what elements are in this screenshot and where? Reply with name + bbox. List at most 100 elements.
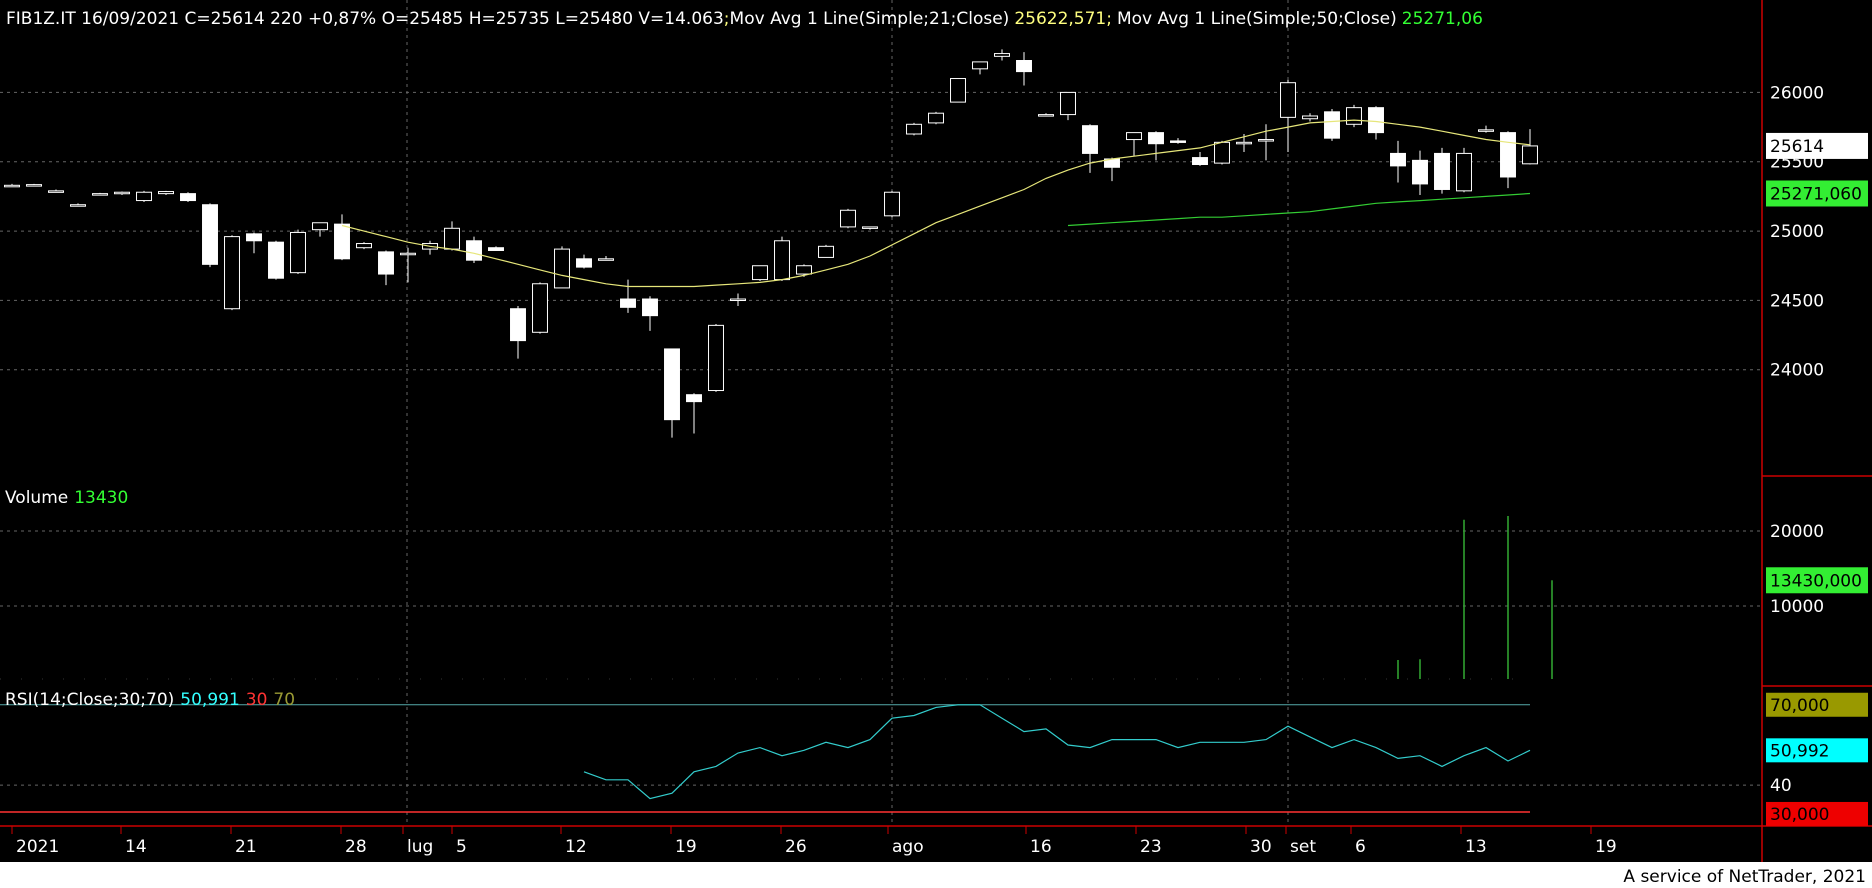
x-tick-label: 2021 [16,837,59,857]
candle-up [26,184,42,187]
candle-up [290,231,306,274]
rsi-current-tag-bg [1766,738,1868,763]
candle-down [1368,107,1384,134]
candle-up [312,222,328,231]
x-tick-label: 19 [675,837,697,857]
candle-up [730,298,746,302]
candle-down [1082,125,1098,154]
candle-down [664,348,680,421]
candle-up [136,191,152,202]
rsi-current-tag: 50,992 [1770,741,1829,761]
candle-down [686,394,702,403]
x-tick-label: 23 [1140,837,1162,857]
candle-up [708,324,724,392]
candle-up [1522,145,1538,165]
candle-up [1280,82,1296,118]
candle-down [1170,140,1186,143]
ma50-line [1067,192,1531,227]
volume-panel [1397,516,1553,679]
candle-up [70,204,86,207]
candle-down [180,193,196,202]
last-price-tag: 25614 [1770,137,1824,157]
candle-up [840,209,856,228]
candle-down [620,298,636,308]
candle-down [1434,152,1450,190]
candle-up [598,258,614,261]
candle-up [4,184,20,188]
candle-down [510,308,526,342]
price-tick-label: 26000 [1770,83,1824,103]
candle-down [1324,111,1340,139]
rsi-line [583,704,1531,800]
candle-up [1038,114,1054,117]
candle-up [400,252,416,256]
x-tick-label: 19 [1595,837,1617,857]
candle-down [1500,132,1516,178]
candle-up [862,226,878,229]
candle-down [1016,60,1032,73]
candle-up [1060,91,1076,116]
rsi-tick-label: 40 [1770,776,1792,796]
candle-up [1302,115,1318,120]
candle-up [1236,141,1252,145]
candle-down [202,204,218,265]
candle-up [774,240,790,281]
candle-down [268,241,284,279]
x-tick-label: 6 [1355,837,1366,857]
rsi-header: RSI(14;Close;30;70) 50,991 30 70 [5,690,295,710]
candle-down [1390,152,1406,167]
candle-up [114,191,130,195]
axis-labels: 24000245002500025500260002561425271,0601… [11,83,1868,857]
candle-down [378,251,394,275]
candle-down [334,223,350,260]
candle-down [642,298,658,317]
candle-up [796,265,812,275]
price-tick-label: 24500 [1770,291,1824,311]
x-tick-label: lug [407,837,433,857]
candle-up [224,236,240,310]
x-tick-label: 12 [565,837,587,857]
candle-up [1214,141,1230,164]
x-tick-label: ago [892,837,924,857]
candle-up [906,123,922,135]
x-tick-label: 16 [1030,837,1052,857]
x-tick-label: 26 [785,837,807,857]
candle-down [466,240,482,261]
candle-up [158,191,174,195]
volume-tick-label: 10000 [1770,597,1824,617]
candle-up [554,248,570,289]
x-tick-label: 21 [235,837,257,857]
candle-up [994,53,1010,57]
candle-down [246,233,262,242]
volume-tag: 13430,000 [1770,571,1862,591]
x-tick-label: 28 [345,837,367,857]
candle-up [1346,107,1362,125]
candle-up [950,78,966,103]
ma21-line [341,119,1531,288]
candle-up [1456,152,1472,192]
candle-up [1478,129,1494,132]
candle-up [92,193,108,196]
x-tick-label: 30 [1250,837,1272,857]
x-tick-label: set [1290,837,1316,857]
ma50-tag: 25271,060 [1770,184,1862,204]
candle-down [1412,159,1428,185]
footer-bar [0,862,1872,888]
footer-credit: A service of NetTrader, 2021 [1623,867,1866,887]
candle-up [1258,139,1274,142]
rsi-70-tag-bg [1766,692,1868,717]
candle-down [1192,157,1208,166]
ma50-tag-bg [1766,180,1868,207]
x-tick-label: 13 [1465,837,1487,857]
candle-up [48,190,64,193]
candle-up [928,112,944,124]
price-tick-label: 25000 [1770,222,1824,242]
price-panel [4,49,1538,438]
volume-tag-bg [1766,567,1868,594]
candle-down [488,247,504,251]
last-price-tag-bg [1766,132,1868,159]
candle-up [532,283,548,333]
candle-up [752,265,768,281]
